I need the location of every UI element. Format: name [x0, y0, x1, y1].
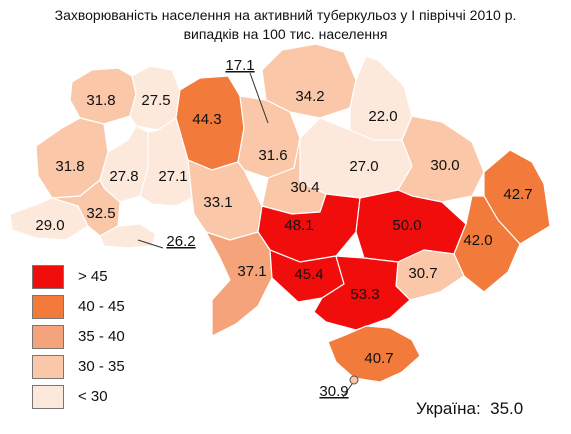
region-value-kherson: 53.3 [350, 286, 379, 303]
region-value-donetsk: 42.0 [463, 232, 492, 249]
region-value-chernivtsi: 26.2 [166, 233, 195, 250]
region-value-zaporizhzhia: 30.7 [408, 265, 437, 282]
region-value-sumy: 22.0 [368, 108, 397, 125]
region-khmelnytskyi [139, 117, 193, 207]
leader-line-sevastopol [342, 383, 353, 398]
legend-item-40-45: 40 - 45 [32, 295, 192, 321]
region-value-crimea: 40.7 [364, 350, 393, 367]
region-value-kharkiv: 30.0 [430, 157, 459, 174]
map-title: Захворюваність населення на активний туб… [54, 7, 517, 23]
region-value-ivano-frankivsk: 32.5 [86, 205, 115, 222]
region-value-rivne: 27.5 [141, 92, 170, 109]
legend-label: 35 - 40 [78, 328, 125, 345]
legend-item-lt30: < 30 [32, 385, 192, 411]
region-value-zhytomyr: 44.3 [192, 111, 221, 128]
legend-label: > 45 [78, 268, 108, 285]
region-value-mykolaiv: 45.4 [294, 266, 323, 283]
region-ivano-frankivsk [51, 179, 121, 237]
ukraine-total: Україна: 35.0 [416, 399, 523, 419]
leader-line-kyiv-city [249, 72, 269, 124]
ukraine-total-value: 35.0 [490, 399, 524, 418]
region-sumy [349, 55, 413, 141]
region-value-sevastopol: 30.9 [319, 383, 348, 400]
legend-swatch [32, 325, 64, 349]
region-value-kirovohrad: 48.1 [284, 217, 313, 234]
region-odesa [205, 231, 273, 337]
legend-label: 30 - 35 [78, 358, 125, 375]
map-subtitle: випадків на 100 тис. населення [183, 26, 388, 42]
region-sevastopol [349, 375, 359, 385]
region-kherson [313, 255, 411, 331]
ukraine-total-label: Україна: [416, 399, 481, 418]
region-value-chernihiv: 34.2 [295, 88, 324, 105]
region-value-vinnytsia: 33.1 [203, 194, 232, 211]
legend-item-30-35: 30 - 35 [32, 355, 192, 381]
region-value-kyiv: 31.6 [258, 147, 287, 164]
legend-swatch [32, 355, 64, 379]
region-value-ternopil: 27.8 [109, 168, 138, 185]
legend-item-35-40: 35 - 40 [32, 325, 192, 351]
region-value-zakarpattia: 29.0 [35, 217, 64, 234]
region-value-cherkasy: 30.4 [290, 179, 319, 196]
region-chernivtsi [99, 223, 157, 249]
region-value-kyiv-city: 17.1 [225, 57, 254, 74]
region-value-poltava: 27.0 [349, 158, 378, 175]
legend-label: < 30 [78, 388, 108, 405]
leader-line-chernivtsi [137, 239, 164, 249]
region-value-lviv: 31.8 [55, 158, 84, 175]
legend-item-gt45: > 45 [32, 265, 192, 291]
region-value-volyn: 31.8 [86, 92, 115, 109]
region-value-luhansk: 42.7 [503, 186, 532, 203]
region-value-dnipropetrovsk: 50.0 [392, 217, 421, 234]
legend-label: 40 - 45 [78, 298, 125, 315]
region-value-khmelnytskyi: 27.1 [158, 168, 187, 185]
legend-swatch [32, 265, 64, 289]
region-value-odesa: 37.1 [237, 263, 266, 280]
legend-swatch [32, 295, 64, 319]
legend-swatch [32, 385, 64, 409]
region-crimea [327, 325, 421, 383]
